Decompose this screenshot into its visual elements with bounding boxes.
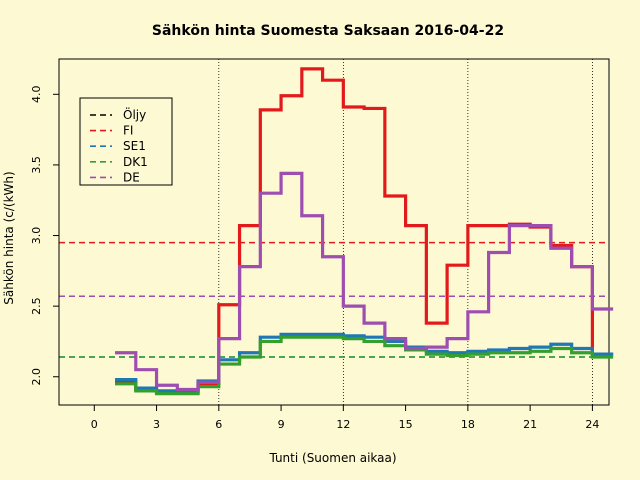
- legend-label-fi: FI: [123, 124, 133, 138]
- y-tick-label: 3.0: [30, 227, 43, 245]
- series-line-dk1: [115, 335, 614, 396]
- x-axis-label: Tunti (Suomen aikaa): [268, 451, 396, 465]
- x-tick-label: 24: [585, 418, 599, 431]
- legend-label-se1: SE1: [123, 139, 146, 153]
- chart-title: Sähkön hinta Suomesta Saksaan 2016-04-22: [152, 23, 504, 39]
- x-tick-label: 9: [278, 418, 285, 431]
- x-tick-label: 15: [399, 418, 413, 431]
- legend-label-dk1: DK1: [123, 155, 148, 169]
- x-tick-label: 21: [523, 418, 537, 431]
- average-lines: [59, 241, 609, 358]
- series-lines: [115, 67, 614, 396]
- legend-label-de: DE: [123, 170, 140, 184]
- y-tick-label: 2.5: [30, 297, 43, 315]
- legend-label-öljy: Öljy: [123, 106, 146, 122]
- legend-box: [79, 97, 173, 186]
- x-axis: 0 3 6 9 12 15 18 21 24: [91, 404, 599, 431]
- y-tick-label: 4.0: [30, 86, 43, 104]
- series-line-de: [115, 171, 614, 392]
- x-tick-label: 0: [91, 418, 98, 431]
- y-tick-label: 3.5: [30, 156, 43, 174]
- x-tick-label: 12: [336, 418, 350, 431]
- x-tick-label: 18: [461, 418, 475, 431]
- y-tick-label: 2.0: [30, 368, 43, 386]
- y-axis: 2.0 2.5 3.0 3.5 4.0: [30, 86, 60, 386]
- x-tick-label: 3: [153, 418, 160, 431]
- series-line-fi: [115, 67, 614, 394]
- y-axis-label: Sähkön hinta (c/(kWh): [2, 171, 16, 304]
- x-tick-label: 6: [215, 418, 222, 431]
